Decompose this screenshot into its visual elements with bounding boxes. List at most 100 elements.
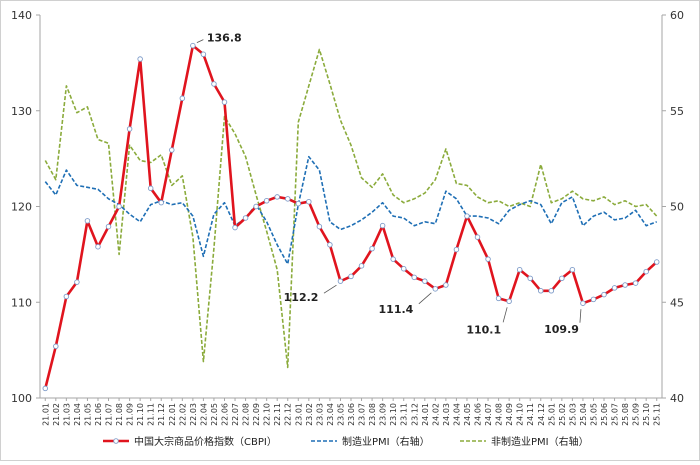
cbpi-point	[211, 81, 217, 87]
y-right-tick-label: 40	[670, 392, 684, 405]
cbpi-point	[116, 203, 122, 210]
cbpi-point	[580, 300, 586, 306]
cbpi-point	[538, 288, 544, 294]
x-tick-label: 22.02	[178, 403, 187, 426]
x-tick-label: 25.11	[653, 403, 662, 426]
cbpi-point	[74, 279, 80, 285]
annotation-label: 136.8	[207, 32, 242, 45]
marker-layer	[42, 42, 660, 392]
cbpi-point	[485, 256, 491, 262]
legend: 中国大宗商品价格指数（CBPI） 制造业PMI（右轴） 非制造业PMI（右轴）	[103, 435, 589, 448]
x-tick-label: 21.10	[136, 403, 145, 426]
x-tick-label: 24.03	[442, 403, 451, 426]
cbpi-point	[464, 213, 470, 219]
x-tick-label: 25.09	[632, 403, 641, 426]
cbpi-point	[242, 215, 249, 221]
cbpi-point	[337, 278, 344, 284]
x-tick-label: 21.01	[41, 403, 50, 426]
x-tick-label: 25.01	[547, 403, 556, 426]
y-left-tick-label: 120	[11, 201, 32, 214]
x-tick-label: 24.06	[474, 403, 483, 426]
x-tick-label: 25.07	[611, 403, 620, 426]
x-tick-label: 21.07	[105, 403, 114, 426]
x-tick-label: 23.07	[358, 403, 367, 426]
cbpi-point	[221, 99, 228, 105]
cbpi-point	[84, 218, 91, 224]
x-tick-label: 22.05	[210, 403, 219, 426]
y-left-tick-label: 110	[11, 296, 32, 309]
cbpi-point	[274, 194, 280, 200]
x-tick-label: 23.03	[315, 403, 324, 426]
x-tick-label: 25.10	[642, 403, 651, 426]
x-tick-label: 24.10	[516, 403, 525, 426]
cbpi-point	[400, 265, 407, 272]
x-tick-label: 21.04	[73, 403, 82, 426]
legend-label: 非制造业PMI（右轴）	[491, 435, 589, 448]
annotation-leader	[418, 292, 432, 305]
y-left-tick-label: 130	[11, 105, 32, 118]
annotation-layer: 136.8 112.2 111.4 110.1 109.9	[196, 32, 582, 336]
x-tick-label: 21.06	[94, 403, 103, 426]
cbpi-point	[53, 343, 59, 350]
cbpi-point	[306, 198, 312, 205]
cbpi-point	[263, 198, 270, 204]
cbpi-point	[284, 196, 291, 202]
y-right-tick-label: 50	[670, 201, 684, 214]
cbpi-point	[411, 274, 418, 281]
annotation-leader	[502, 307, 508, 323]
x-tick-label: 25.05	[589, 403, 598, 426]
cbpi-point	[105, 223, 112, 230]
x-tick-label: 24.02	[431, 403, 440, 426]
y-left-tick-label: 100	[11, 392, 32, 405]
annotation-leader	[323, 284, 337, 294]
cbpi-point	[453, 246, 460, 253]
x-tick-label: 22.08	[242, 403, 251, 426]
y-right-tick-label: 60	[670, 9, 684, 22]
x-tick-label: 25.02	[558, 403, 567, 426]
cbpi-point	[443, 282, 449, 288]
x-tick-label: 24.11	[526, 403, 535, 426]
cbpi-point	[422, 278, 428, 284]
annotation-leader	[579, 309, 582, 323]
x-tick-label: 24.08	[495, 403, 504, 426]
x-tick-label: 21.05	[83, 403, 92, 426]
x-tick-label: 24.07	[484, 403, 493, 426]
x-tick-label: 21.11	[147, 403, 156, 426]
cbpi-point	[295, 200, 302, 207]
cbpi-point	[169, 147, 175, 153]
cbpi-point	[200, 51, 207, 58]
cbpi-point	[495, 295, 502, 302]
x-tick-label: 23.06	[347, 403, 356, 426]
axes-layer: 100 110 120 130 140 40 45 50 55 60 21.01 21.02 21.03…	[11, 9, 684, 426]
cbpi-point	[601, 291, 607, 298]
cbpi-point	[316, 223, 323, 230]
cbpi-point	[506, 298, 512, 305]
y-right-tick-label: 55	[670, 105, 684, 118]
cbpi-point	[190, 42, 196, 49]
legend-marker	[113, 438, 119, 444]
cbpi-point	[63, 293, 70, 300]
cbpi-point	[126, 126, 133, 132]
x-tick-label: 21.08	[115, 403, 124, 426]
cbpi-point	[327, 242, 333, 248]
x-tick-label: 24.09	[505, 403, 514, 426]
x-tick-label: 23.10	[389, 403, 398, 426]
x-tick-label: 23.01	[294, 403, 303, 426]
cbpi-point	[569, 266, 576, 273]
x-tick-label: 23.08	[368, 403, 377, 426]
cbpi-point	[548, 288, 555, 294]
x-tick-label: 22.10	[263, 403, 272, 426]
x-tick-label: 24.01	[421, 403, 430, 426]
x-tick-label: 22.09	[252, 403, 261, 426]
x-tick-label: 25.03	[568, 403, 577, 426]
legend-label: 制造业PMI（右轴）	[342, 435, 430, 448]
cbpi-point	[590, 296, 597, 303]
cbpi-point	[137, 56, 143, 62]
x-tick-label: 23.09	[379, 403, 388, 426]
cbpi-point	[632, 280, 639, 286]
annotation-label: 112.2	[284, 291, 319, 304]
cbpi-point	[390, 256, 396, 262]
x-tick-label: 24.12	[537, 403, 546, 426]
